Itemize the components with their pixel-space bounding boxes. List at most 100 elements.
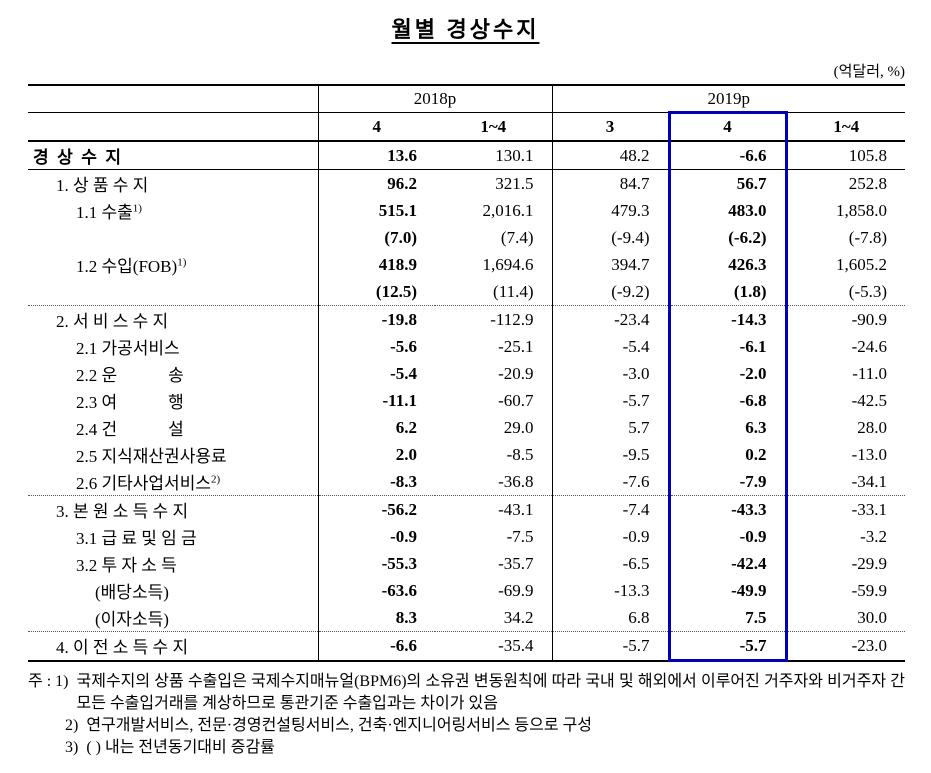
row-label-text: 2.1 가공서비스 — [76, 339, 180, 358]
value-cell: -63.6 — [381, 580, 417, 600]
table-row: 2.5 지식재산권사용료 2.0 -8.5 -9.5 0.2 -13.0 — [28, 441, 905, 468]
value-cell: -56.2 — [318, 495, 435, 523]
value-cell: 30.0 — [857, 607, 888, 627]
value-cell: (-5.3) — [848, 281, 888, 301]
value-cell: (11.4) — [435, 278, 553, 306]
footnote-marker: 3) — [65, 739, 79, 757]
value-cell: 479.3 — [611, 200, 650, 220]
row-label: 1. 상 품 수 지 — [28, 169, 319, 197]
value-cell: 48.2 — [552, 141, 669, 170]
value-cell: 426.3 — [667, 251, 788, 278]
value-cell: -14.3 — [667, 305, 788, 333]
row-label-text: 2.5 지식재산권사용료 — [76, 447, 227, 466]
unit-note: (억달러, %) — [833, 64, 905, 80]
value-cell: 0.2 — [667, 441, 788, 468]
table-row: 3.2 투 자 소 득 -55.3 -35.7 -6.5 -42.4 -29.9 — [28, 550, 905, 577]
row-label-text: 2.3 여 행 — [76, 393, 184, 412]
value-cell: -8.5 — [435, 441, 553, 468]
year-group-row: 2018p 2019p — [28, 84, 906, 113]
table-row: 2.2 운 송 -5.4 -20.9 -3.0 -2.0 -11.0 — [28, 360, 905, 387]
value-cell: 7.5 — [667, 604, 788, 632]
value-cell: -55.3 — [381, 553, 417, 573]
row-label-text: (배당소득) — [95, 583, 169, 602]
footnote-ref: 1) — [132, 202, 142, 215]
value-cell: (-9.2) — [611, 281, 650, 301]
value-cell: -23.4 — [552, 305, 669, 333]
column-header-2018-4: 4 — [318, 112, 435, 142]
value-cell: 28.0 — [857, 417, 888, 437]
row-label: 2.4 건 설 — [28, 414, 319, 441]
row-label-text: (이자소득) — [95, 610, 169, 629]
table-row: 1.2 수입(FOB)1) 418.9 1,694.6 394.7 426.3 1,605… — [28, 251, 905, 278]
value-cell: 515.1 — [378, 200, 417, 220]
value-cell: -34.1 — [851, 471, 888, 491]
value-cell: (-9.4) — [611, 227, 650, 247]
row-label: (이자소득) — [28, 604, 319, 632]
col-group-2019: 2019p — [552, 84, 906, 113]
row-label: 2.5 지식재산권사용료 — [28, 441, 319, 468]
value-cell: (7.4) — [435, 224, 553, 251]
value-cell: -13.0 — [851, 444, 888, 464]
value-cell: -43.1 — [435, 495, 553, 523]
value-cell: 8.3 — [395, 607, 417, 627]
value-cell: -11.0 — [852, 363, 888, 383]
footnote-ref: 1) — [177, 256, 187, 269]
footnote-ref: 2) — [210, 473, 221, 486]
value-cell: -0.9 — [667, 523, 788, 550]
row-label — [28, 224, 319, 251]
value-cell: 252.8 — [848, 173, 888, 193]
value-cell: 96.2 — [387, 173, 417, 193]
value-cell: -69.9 — [435, 577, 553, 604]
value-cell: 6.8 — [628, 607, 650, 627]
table-row: 1.1 수출1) 515.1 2,016.1 479.3 483.0 1,858.0 — [28, 197, 905, 224]
footnote-text: 국제수지의 상품 수출입은 국제수지매뉴얼(BPM6)의 소유권 변동원칙에 따… — [76, 673, 906, 713]
value-cell: -8.3 — [390, 471, 417, 491]
value-cell: 1,858.0 — [836, 200, 888, 220]
value-cell: -3.2 — [860, 526, 888, 546]
table-row: 2.1 가공서비스 -5.6 -25.1 -5.4 -6.1 -24.6 — [28, 333, 905, 360]
value-cell: 2.0 — [395, 444, 417, 464]
row-label: 3. 본 원 소 득 수 지 — [28, 495, 319, 523]
row-label: 1.2 수입(FOB)1) — [28, 251, 319, 278]
value-cell: -42.4 — [667, 550, 788, 577]
row-label-text: 2.4 건 설 — [76, 420, 184, 439]
table-row: 4. 이 전 소 득 수 지 -6.6 -35.4 -5.7 -5.7 -23.0 — [28, 631, 906, 662]
value-cell: (-7.8) — [848, 227, 888, 247]
row-label-text: 2. 서 비 스 수 지 — [56, 312, 169, 331]
value-cell: -6.6 — [318, 631, 435, 662]
row-label-text: 3. 본 원 소 득 수 지 — [56, 502, 189, 521]
row-label — [28, 278, 319, 306]
value-cell: -112.9 — [435, 305, 553, 333]
value-cell: -90.9 — [786, 305, 906, 333]
value-cell: 84.7 — [619, 173, 650, 193]
row-label-text: 경 상 수 지 — [33, 148, 122, 167]
row-label: 2.1 가공서비스 — [28, 333, 319, 360]
value-cell: 29.0 — [435, 414, 553, 441]
value-cell: -19.8 — [318, 305, 435, 333]
value-cell: -36.8 — [435, 468, 553, 496]
value-cell: 1,605.2 — [836, 254, 888, 274]
table-row: 1. 상 품 수 지 96.2 321.5 84.7 56.7 252.8 — [28, 169, 905, 197]
value-cell: -35.7 — [435, 550, 553, 577]
value-cell: -7.9 — [667, 468, 788, 496]
value-cell: -20.9 — [435, 360, 553, 387]
current-account-table: 2018p 2019p 4 1~4 3 4 1~4 경 상 수 지 13.6 130… — [28, 84, 906, 662]
col-group-2018: 2018p — [318, 84, 553, 113]
label-column-header — [28, 84, 319, 113]
value-cell: -11.1 — [382, 390, 417, 410]
value-cell: -29.9 — [851, 553, 888, 573]
value-cell: -0.9 — [622, 526, 650, 546]
row-label: (배당소득) — [28, 577, 319, 604]
value-cell: -9.5 — [622, 444, 650, 464]
footnote-item: 주 : 1) 국제수지의 상품 수출입은 국제수지매뉴얼(BPM6)의 소유권 변… — [28, 671, 905, 715]
value-cell: -2.0 — [667, 360, 788, 387]
table-row: 2.3 여 행 -11.1 -60.7 -5.7 -6.8 -42.5 — [28, 387, 905, 414]
value-cell: -5.6 — [390, 336, 417, 356]
table-row: 2.6 기타사업서비스2) -8.3 -36.8 -7.6 -7.9 -34.1 — [28, 468, 905, 496]
footnotes: 주 : 1) 국제수지의 상품 수출입은 국제수지매뉴얼(BPM6)의 소유권 변… — [28, 671, 905, 759]
label-column-subheader — [28, 112, 319, 142]
footnote-item: 3) ( ) 내는 전년동기대비 증감률 — [28, 737, 905, 759]
table-row: (배당소득) -63.6 -69.9 -13.3 -49.9 -59.9 — [28, 577, 905, 604]
